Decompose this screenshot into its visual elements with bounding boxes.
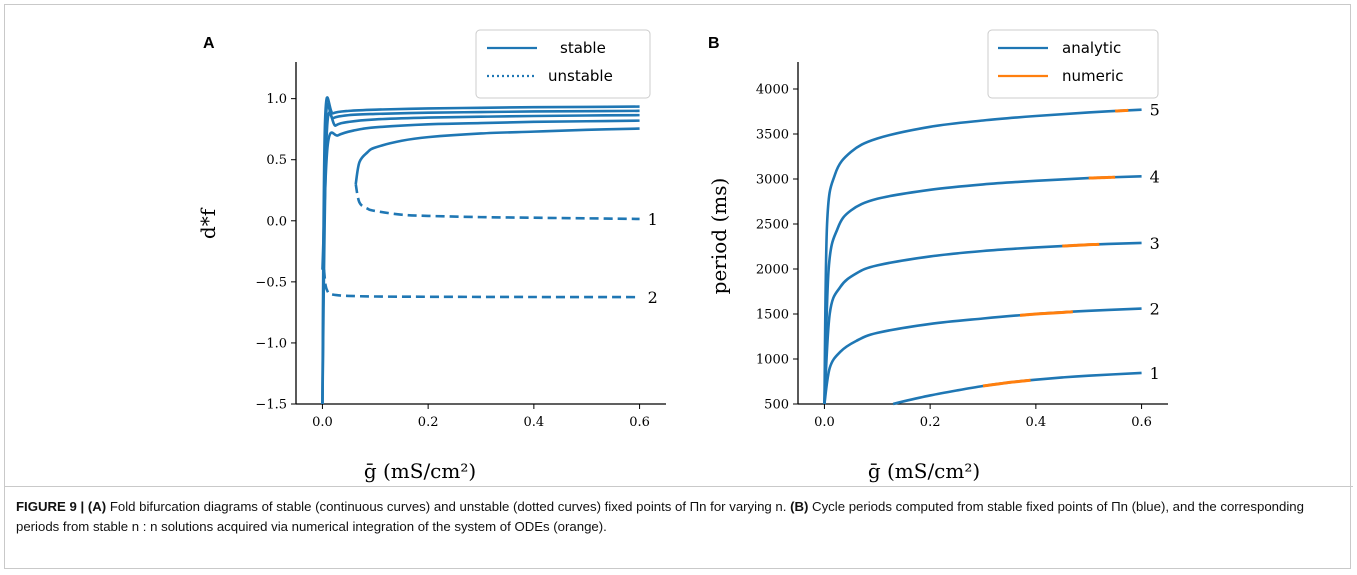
- panel-b-letter: B: [708, 35, 720, 52]
- panel-a-y-tick-label: −1.5: [255, 398, 287, 413]
- panel-b-y-tick-label: 2000: [756, 263, 789, 278]
- panel-b-numeric-segment-2: [1019, 310, 1073, 317]
- caption-b-label: (B): [790, 499, 809, 514]
- panel-a-curve-label-2: 2: [648, 288, 658, 307]
- panel-a-x-tick-label: 0.6: [629, 415, 650, 430]
- legend-unstable: unstable: [548, 67, 613, 85]
- panel-a-y-tick-label: 0.5: [266, 153, 287, 168]
- panel-b-y-tick-label: 3000: [756, 173, 789, 188]
- panel-a-xlabel: ḡ (mS/cm²): [364, 459, 476, 483]
- panel-a-y-tick-label: 1.0: [266, 92, 287, 107]
- panel-b-analytic-curve-3: [823, 241, 1142, 405]
- panel-a-y-tick-label: 0.0: [266, 214, 287, 229]
- panel-b-legend: analytic numeric: [987, 29, 1159, 99]
- panel-b-numeric-segment-3: [1062, 242, 1100, 248]
- panel-a-x-tick-label: 0.2: [418, 415, 439, 430]
- caption-divider: [4, 486, 1353, 487]
- panel-b-curve-label-3: 3: [1150, 234, 1160, 253]
- panel-a-y-tick-label: −0.5: [255, 275, 287, 290]
- panel-a-plot: 0.0 0.2 0.4 0.6 −1.5 −1.0 −0.5 0.0 0.5 1.0 1 2 sta…: [196, 29, 666, 483]
- panel-a-dashed-curve-1: [354, 183, 640, 221]
- legend-stable: stable: [560, 39, 606, 57]
- panel-a-ylabel: d*f: [196, 207, 220, 239]
- panel-b-y-tick-label: 500: [764, 398, 789, 413]
- panel-a-solid-curve-3: [321, 111, 640, 405]
- figure-svg: A B 0.0 0.2 0.4 0.6 −1.5 −1.0 −0.5 0.0 0.5 1.0 1 2…: [196, 29, 1168, 483]
- panel-b-y-tick-label: 3500: [756, 128, 789, 143]
- panel-a-legend: stable unstable: [475, 29, 651, 99]
- figure-caption: FIGURE 9 | (A) Fold bifurcation diagrams…: [16, 497, 1341, 537]
- panel-b-x-tick-label: 0.0: [814, 415, 835, 430]
- caption-a-label: (A): [87, 499, 107, 514]
- panel-b-x-tick-label: 0.2: [920, 415, 941, 430]
- legend-numeric: numeric: [1062, 67, 1123, 85]
- panel-b-x-tick-label: 0.4: [1026, 415, 1047, 430]
- panel-a-solid-curve-1: [354, 127, 640, 185]
- panel-b-xlabel: ḡ (mS/cm²): [868, 459, 980, 483]
- panel-b-numeric-segment-5: [1115, 108, 1129, 113]
- panel-b-y-tick-label: 1000: [756, 353, 789, 368]
- panel-b-plot: 0.0 0.2 0.4 0.6 500 1000 1500 2000 2500 3000 3500 4…: [707, 29, 1168, 483]
- panel-b-y-tick-label: 2500: [756, 218, 789, 233]
- panel-a-solid-curve-2: [321, 119, 640, 270]
- panel-b-numeric-segment-4: [1088, 175, 1116, 180]
- panel-a-dashed-curve-2: [322, 269, 640, 299]
- panel-a-y-tick-label: −1.0: [255, 336, 287, 351]
- panel-a-x-tick-label: 0.0: [312, 415, 333, 430]
- panel-b-x-tick-label: 0.6: [1131, 415, 1152, 430]
- caption-a-text: Fold bifurcation diagrams of stable (con…: [106, 499, 791, 514]
- panel-b-analytic-curve-2: [823, 307, 1142, 405]
- caption-figure-label: FIGURE 9 |: [16, 499, 85, 514]
- panel-b-analytic-curve-1: [892, 371, 1142, 406]
- panel-b-analytic-curve-4: [823, 175, 1142, 405]
- panel-a-solid-curve-5: [321, 96, 640, 405]
- panel-a-x-tick-label: 0.4: [524, 415, 545, 430]
- panel-a-curve-label-1: 1: [648, 210, 658, 229]
- panel-b-curve-label-2: 2: [1150, 300, 1160, 319]
- panel-b-analytic-curve-5: [823, 108, 1142, 405]
- panel-b-numeric-segment-1: [982, 378, 1031, 388]
- caption-b-text: Cycle periods computed from stable fixed…: [16, 499, 1304, 534]
- panel-b-y-tick-label: 1500: [756, 308, 789, 323]
- panel-a-letter: A: [203, 35, 215, 52]
- panel-b-curve-label-4: 4: [1150, 167, 1160, 186]
- panel-b-y-tick-label: 4000: [756, 83, 789, 98]
- panel-b-ylabel: period (ms): [707, 178, 731, 295]
- panel-b-curve-label-5: 5: [1150, 101, 1160, 120]
- legend-analytic: analytic: [1062, 39, 1121, 57]
- panel-b-curve-label-1: 1: [1150, 364, 1160, 383]
